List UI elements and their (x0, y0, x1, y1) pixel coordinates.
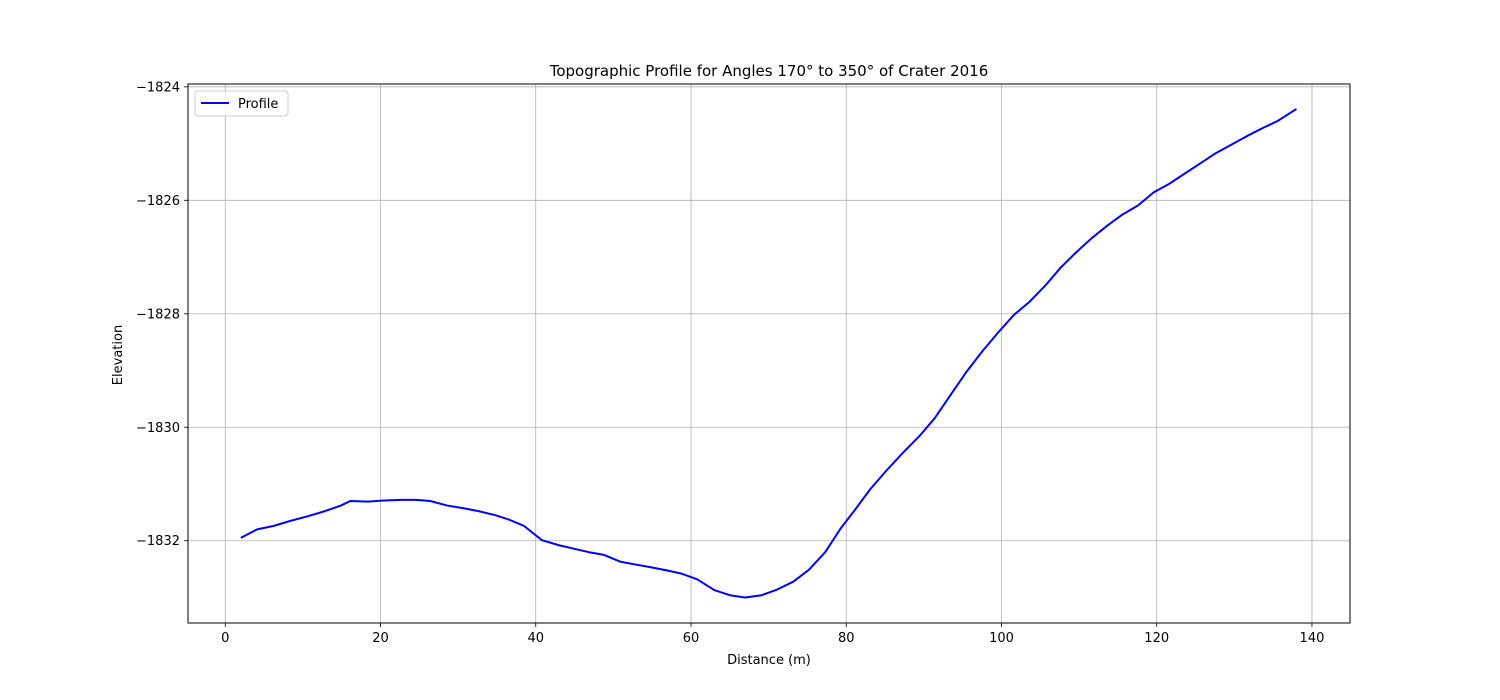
y-tick-label: −1826 (136, 194, 180, 209)
x-tick-label: 20 (372, 631, 389, 646)
y-tick-label: −1824 (136, 80, 180, 95)
profile-line (240, 108, 1297, 599)
x-tick-label: 60 (683, 631, 700, 646)
y-tick-label: −1830 (136, 421, 180, 436)
chart-title: Topographic Profile for Angles 170° to 3… (549, 62, 989, 80)
x-tick-label: 40 (527, 631, 544, 646)
series-group (240, 108, 1297, 599)
legend-box (194, 90, 289, 117)
legend-label: Profile (238, 97, 278, 112)
x-tick-label: 0 (221, 631, 229, 646)
x-gridlines (224, 84, 1313, 623)
y-tick-label: −1828 (136, 307, 180, 322)
x-tick-label: 140 (1300, 631, 1325, 646)
x-axis-ticks: 0 20 40 60 80 100 120 140 (221, 623, 1324, 646)
x-tick-label: 80 (838, 631, 855, 646)
x-axis-label: Distance (m) (727, 653, 811, 668)
y-gridlines (188, 86, 1350, 542)
x-tick-label: 120 (1144, 631, 1169, 646)
y-axis-ticks: −1824 −1826 −1828 −1830 −1832 (136, 80, 188, 549)
plot-area-frame (187, 83, 1351, 624)
y-tick-label: −1832 (136, 534, 180, 549)
x-tick-label: 100 (989, 631, 1014, 646)
legend: Profile (194, 90, 289, 117)
y-axis-label: Elevation (111, 325, 126, 385)
